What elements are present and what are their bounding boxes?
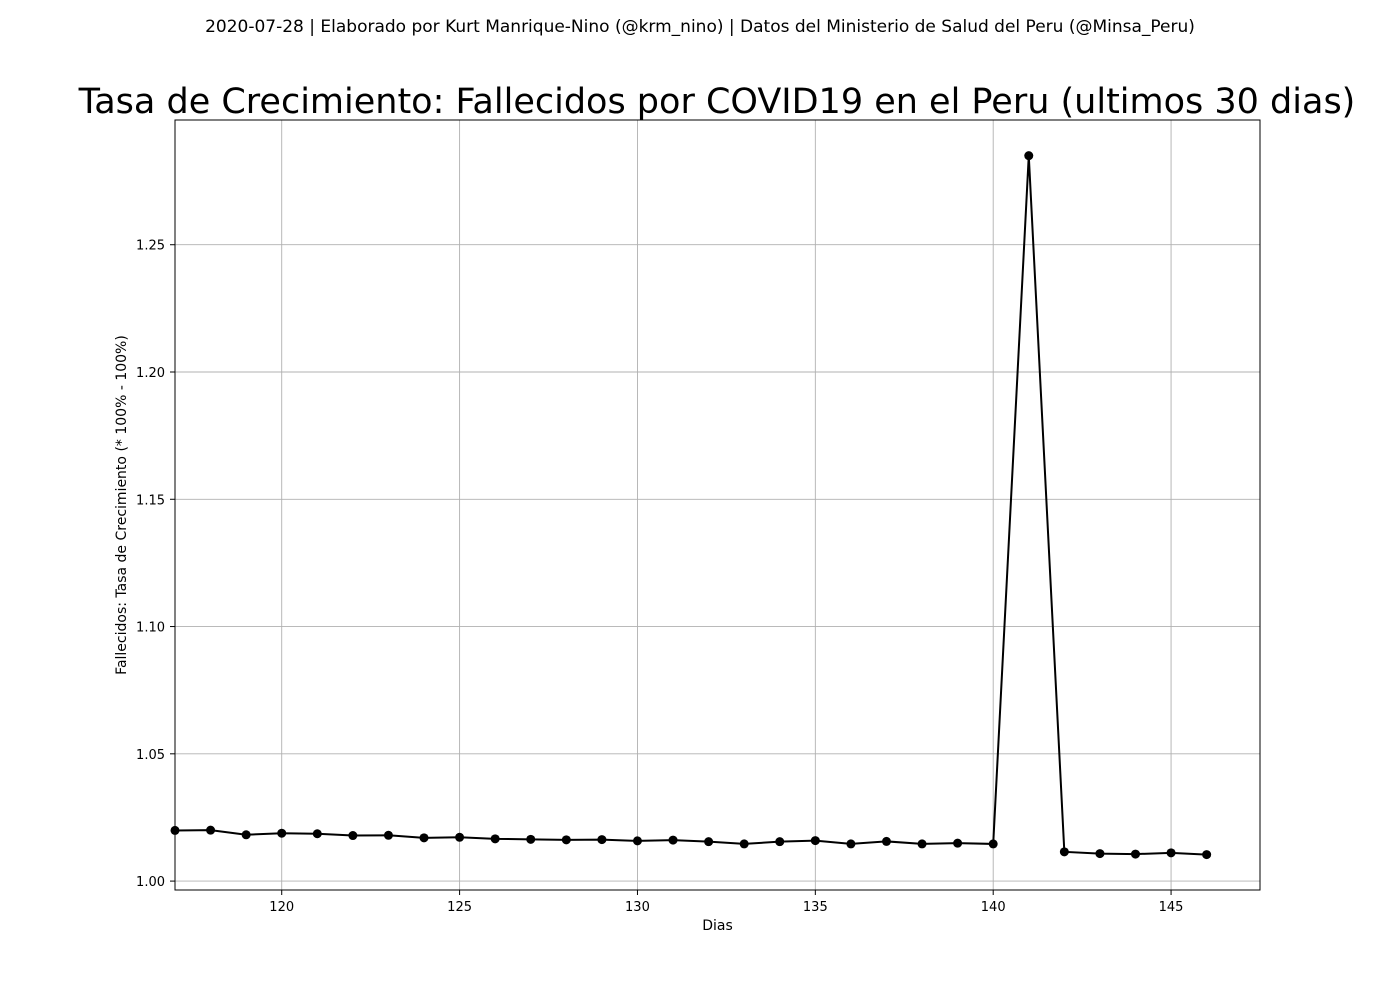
- data-point: [632, 836, 642, 846]
- data-point: [597, 835, 607, 845]
- data-point: [277, 828, 287, 838]
- y-axis-ticks: 1.00 1.05 1.10 1.15 1.20 1.25: [136, 239, 175, 890]
- y-tick-label: 1.00: [136, 875, 165, 890]
- data-point: [846, 839, 856, 849]
- data-point: [455, 832, 465, 842]
- x-tick-label: 140: [981, 900, 1006, 915]
- data-point: [988, 839, 998, 849]
- data-point: [1202, 850, 1212, 860]
- data-point: [1130, 849, 1140, 859]
- data-point: [561, 835, 571, 845]
- data-point: [1024, 151, 1034, 161]
- x-tick-label: 145: [1159, 900, 1184, 915]
- x-tick-label: 130: [625, 900, 650, 915]
- data-point: [312, 829, 322, 839]
- data-point: [881, 836, 891, 846]
- data-point: [348, 831, 358, 841]
- series-line: [174, 155, 1207, 856]
- data-point: [383, 830, 393, 840]
- data-point: [526, 834, 536, 844]
- y-tick-label: 1.20: [136, 366, 165, 381]
- data-point: [419, 833, 429, 843]
- data-point: [1166, 848, 1176, 858]
- chart-title: Tasa de Crecimiento: Fallecidos por COVI…: [78, 82, 1356, 122]
- y-tick-label: 1.10: [136, 621, 165, 636]
- x-axis-ticks: 120 125 130 135 140 145: [269, 890, 1183, 915]
- data-point: [490, 834, 500, 844]
- data-point: [917, 839, 927, 849]
- y-axis-label: Fallecidos: Tasa de Crecimiento (* 100% …: [114, 335, 130, 675]
- y-tick-label: 1.25: [136, 239, 165, 254]
- data-point: [1059, 847, 1069, 857]
- plot-frame: [174, 119, 1261, 891]
- data-points: [170, 151, 1212, 860]
- data-point: [739, 839, 749, 849]
- suptitle: 2020-07-28 | Elaborado por Kurt Manrique…: [205, 17, 1195, 37]
- data-point: [1095, 849, 1105, 859]
- x-tick-label: 125: [447, 900, 472, 915]
- x-tick-label: 135: [803, 900, 828, 915]
- y-tick-label: 1.05: [136, 748, 165, 763]
- grid-lines: [175, 120, 1260, 890]
- data-point: [668, 835, 678, 845]
- data-point: [953, 838, 963, 848]
- data-point: [241, 830, 251, 840]
- x-tick-label: 120: [269, 900, 294, 915]
- data-point: [206, 825, 216, 835]
- plot-area: [170, 151, 1212, 860]
- data-point: [810, 836, 820, 846]
- data-point: [704, 837, 714, 847]
- x-axis-label: Dias: [702, 918, 733, 934]
- y-tick-label: 1.15: [136, 493, 165, 508]
- data-point: [775, 837, 785, 847]
